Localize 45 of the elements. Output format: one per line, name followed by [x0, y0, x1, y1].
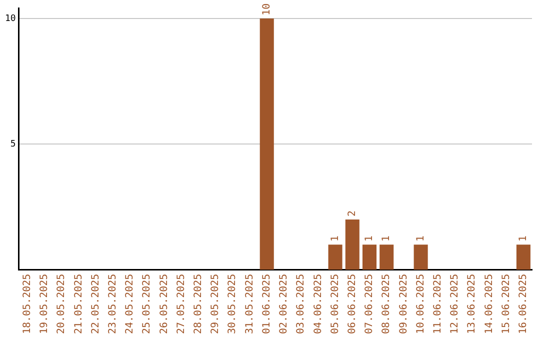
x-tick-label: 28.05.2025 [193, 274, 204, 334]
x-tick-label: 22.05.2025 [90, 274, 102, 334]
x-tick-label: 14.06.2025 [484, 274, 495, 334]
x-tick-label: 29.05.2025 [210, 274, 222, 334]
x-tick-label: 15.06.2025 [500, 274, 512, 334]
data-label: 1 [364, 236, 376, 242]
x-tick-label: 02.06.2025 [278, 274, 290, 334]
x-tick-label: 24.05.2025 [124, 274, 136, 334]
x-tick-label: 03.06.2025 [296, 274, 307, 334]
bar [260, 18, 274, 270]
y-tick-label: 5 [10, 139, 16, 150]
x-tick-label: 27.05.2025 [176, 274, 187, 334]
bar [362, 244, 377, 270]
x-tick-label: 18.05.2025 [22, 274, 33, 334]
x-tick-label: 20.05.2025 [56, 274, 68, 334]
x-tick-label: 12.06.2025 [450, 274, 461, 334]
x-tick-label: 19.05.2025 [39, 274, 50, 334]
x-tick-label: 06.06.2025 [346, 274, 358, 334]
x-tick-label: 31.05.2025 [244, 274, 256, 334]
bar [516, 244, 530, 270]
x-tick-label: 11.06.2025 [432, 274, 444, 334]
data-label: 1 [381, 236, 392, 242]
x-tick-label: 13.06.2025 [466, 274, 478, 334]
bar [380, 244, 394, 270]
data-label: 1 [518, 236, 530, 242]
x-tick-label: 10.06.2025 [415, 274, 426, 334]
data-label: 1 [415, 236, 426, 242]
data-label: 10 [261, 3, 272, 16]
x-tick-label: 23.05.2025 [108, 274, 119, 334]
x-tick-label: 26.05.2025 [158, 274, 170, 334]
x-tick-label: 16.06.2025 [518, 274, 530, 334]
x-tick-label: 04.06.2025 [312, 274, 324, 334]
x-tick-label: 07.06.2025 [364, 274, 376, 334]
data-label: 1 [330, 236, 341, 242]
x-tick-label: 25.05.2025 [142, 274, 153, 334]
x-tick-label: 01.06.2025 [261, 274, 272, 334]
x-tick-label: 05.06.2025 [330, 274, 341, 334]
x-tick-label: 21.05.2025 [73, 274, 84, 334]
data-label: 2 [346, 210, 358, 217]
bar [414, 244, 428, 270]
bar [328, 244, 342, 270]
x-tick-label: 09.06.2025 [398, 274, 410, 334]
bar [345, 220, 360, 270]
x-tick-label: 30.05.2025 [227, 274, 238, 334]
x-tick-label: 08.06.2025 [381, 274, 392, 334]
